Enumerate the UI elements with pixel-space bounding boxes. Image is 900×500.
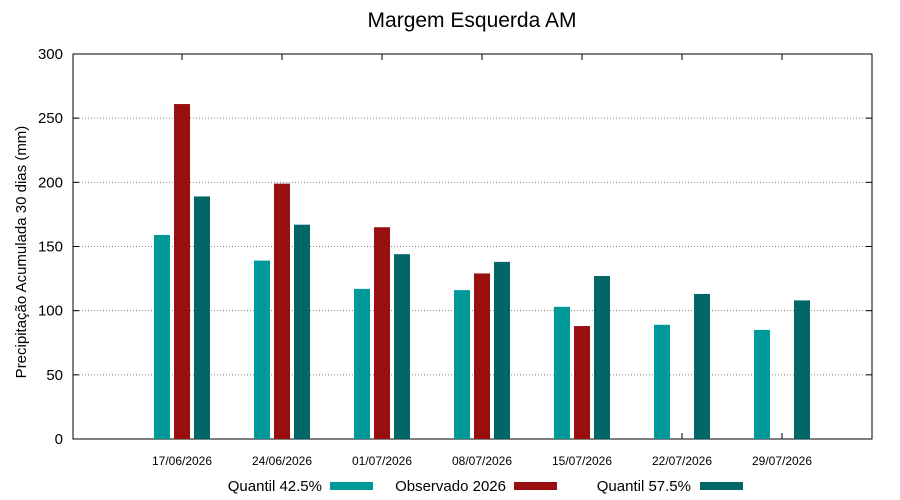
x-tick-label: 22/07/2026 — [652, 454, 712, 468]
x-tick-label: 15/07/2026 — [552, 454, 612, 468]
y-tick-label: 250 — [38, 110, 63, 127]
bar — [454, 290, 470, 439]
x-axis: 17/06/2026 24/06/2026 01/07/2026 08/07/2026… — [152, 54, 812, 468]
legend-label: Quantil 42.5% — [228, 478, 322, 495]
bar — [294, 224, 310, 439]
bar — [354, 288, 370, 439]
bar — [794, 300, 810, 439]
bar — [274, 183, 290, 439]
x-tick-label: 17/06/2026 — [152, 454, 212, 468]
y-axis: 0 50 100 150 200 250 300 — [38, 46, 872, 448]
bar — [154, 234, 170, 439]
bar — [374, 227, 390, 439]
bar — [754, 329, 770, 439]
bar — [694, 293, 710, 439]
y-tick-label: 150 — [38, 239, 63, 256]
legend-label: Quantil 57.5% — [597, 478, 691, 495]
bar — [394, 254, 410, 439]
y-tick-label: 0 — [55, 431, 63, 448]
legend-swatch — [700, 482, 743, 490]
x-tick-label: 24/06/2026 — [252, 454, 312, 468]
legend-label: Observado 2026 — [395, 478, 506, 495]
bar — [594, 276, 610, 439]
chart-title: Margem Esquerda AM — [368, 9, 577, 32]
bar — [654, 324, 670, 439]
x-tick-label: 08/07/2026 — [452, 454, 512, 468]
bar — [494, 261, 510, 439]
bar — [474, 273, 490, 439]
bar — [254, 260, 270, 439]
x-tick-label: 29/07/2026 — [752, 454, 812, 468]
legend: Quantil 42.5% Observado 2026 Quantil 57.5% — [228, 478, 743, 495]
y-tick-label: 50 — [46, 367, 63, 384]
y-tick-label: 100 — [38, 303, 63, 320]
grid — [73, 117, 872, 376]
bar — [194, 196, 210, 439]
bar — [174, 104, 190, 440]
bar — [574, 326, 590, 439]
y-tick-label: 200 — [38, 174, 63, 191]
legend-swatch — [330, 482, 373, 490]
y-tick-label: 300 — [38, 46, 63, 63]
legend-swatch — [514, 482, 557, 490]
y-axis-label: Precipitação Acumulada 30 dias (mm) — [13, 126, 30, 379]
x-tick-label: 01/07/2026 — [352, 454, 412, 468]
bar — [554, 306, 570, 439]
bars — [154, 104, 810, 440]
